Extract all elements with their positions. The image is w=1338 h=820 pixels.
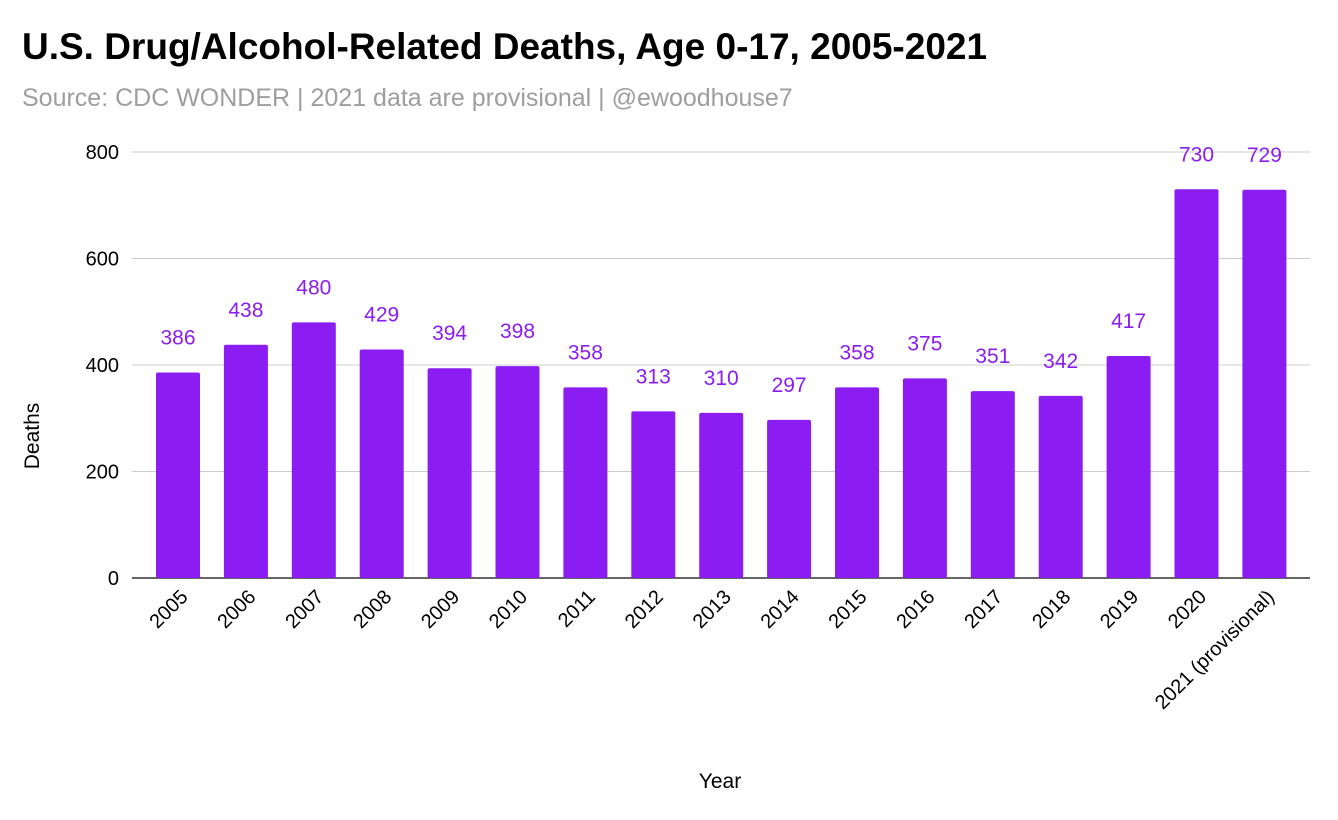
data-label: 438 — [228, 299, 263, 322]
x-tick-label: 2017 — [960, 586, 1007, 633]
y-axis-title: Deaths — [21, 403, 44, 470]
bars — [156, 189, 1287, 578]
y-tick-label: 800 — [86, 142, 119, 164]
bar-2009 — [427, 368, 472, 578]
y-tick-label: 200 — [86, 462, 119, 484]
x-tick-label: 2009 — [417, 586, 464, 633]
data-label: 351 — [975, 345, 1010, 368]
bar-2013 — [699, 412, 744, 578]
x-tick-label: 2019 — [1096, 586, 1143, 633]
data-label: 375 — [907, 332, 942, 355]
bar-2006 — [223, 344, 268, 578]
data-label: 310 — [704, 367, 739, 390]
x-tick-label: 2014 — [757, 586, 804, 633]
bar-2012 — [631, 411, 676, 578]
y-tick-label: 600 — [86, 249, 119, 271]
y-tick-label: 0 — [108, 568, 119, 590]
bar-2010 — [495, 366, 540, 578]
bar-2021 — [1242, 189, 1287, 578]
data-label: 297 — [772, 374, 807, 397]
x-tick-label: 2005 — [146, 586, 193, 633]
x-axis-title: Year — [699, 770, 741, 793]
data-label: 417 — [1111, 310, 1146, 333]
bar-2005 — [156, 372, 200, 578]
data-label: 429 — [364, 304, 399, 327]
x-tick-label: 2021 (provisional) — [1151, 586, 1279, 714]
x-tick-label: 2011 — [554, 586, 600, 632]
x-tick-label: 2016 — [892, 586, 939, 633]
bar-2007 — [291, 322, 336, 578]
x-tick-label: 2007 — [281, 586, 328, 633]
data-label: 480 — [296, 276, 331, 299]
bar-2015 — [835, 387, 879, 578]
data-label: 358 — [839, 341, 874, 364]
chart-title: U.S. Drug/Alcohol-Related Deaths, Age 0-… — [22, 26, 988, 67]
bar-2019 — [1106, 355, 1151, 578]
bar-2017 — [970, 391, 1015, 578]
data-label: 313 — [636, 365, 671, 388]
data-label: 358 — [568, 341, 603, 364]
chart-subtitle: Source: CDC WONDER | 2021 data are provi… — [22, 84, 793, 112]
data-label: 730 — [1179, 143, 1214, 166]
x-tick-label: 2010 — [485, 586, 532, 633]
bar-2014 — [767, 419, 812, 578]
data-label: 398 — [500, 320, 535, 343]
x-tick-label: 2012 — [621, 586, 668, 633]
x-tick-label: 2018 — [1028, 586, 1075, 633]
bar-2008 — [359, 349, 404, 578]
x-tick-label: 2020 — [1164, 586, 1211, 633]
x-tick-label: 2015 — [825, 586, 872, 633]
data-labels: 386 438 480 429 394 398 358 313 310 297 358 375 351 3… — [160, 143, 1281, 397]
data-label: 729 — [1247, 144, 1282, 167]
bar-2018 — [1038, 395, 1083, 578]
bar-2016 — [902, 378, 947, 578]
bar-2011 — [563, 387, 608, 578]
bar-2020 — [1174, 189, 1219, 578]
data-label: 386 — [160, 326, 195, 349]
x-tick-label: 2013 — [689, 586, 736, 633]
data-label: 342 — [1043, 350, 1078, 373]
x-tick-label: 2006 — [213, 586, 260, 633]
data-label: 394 — [432, 322, 467, 345]
y-tick-label: 400 — [86, 355, 119, 377]
y-axis-ticks: 0 200 400 600 800 — [86, 142, 119, 590]
x-axis-ticks: 2005 2006 2007 2008 2009 2010 2011 2012 2013 2014… — [146, 586, 1279, 714]
x-tick-label: 2008 — [349, 586, 396, 633]
